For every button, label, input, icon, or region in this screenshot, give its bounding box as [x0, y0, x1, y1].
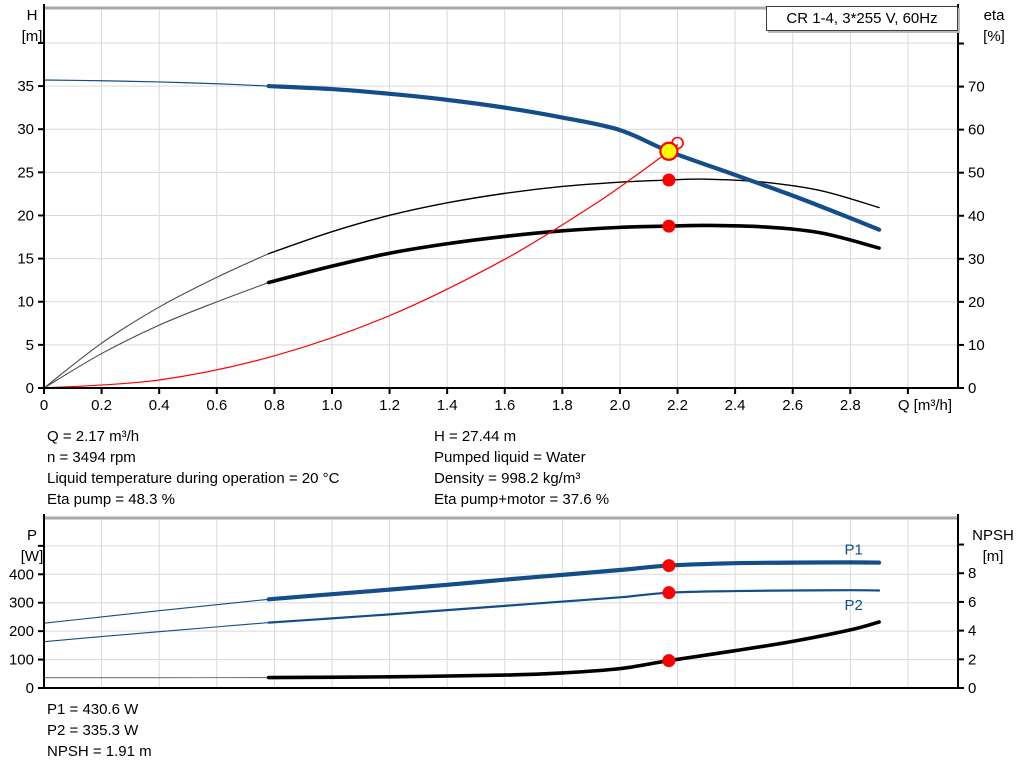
result-block-bottom: P1 = 430.6 W P2 = 335.3 W NPSH = 1.91 m: [47, 699, 152, 762]
h-axis-name: H: [26, 7, 38, 24]
h-axis-unit: [m]: [21, 28, 43, 45]
curve-p2: [267, 589, 881, 624]
duty-point[interactable]: [659, 141, 679, 161]
curve-p1: [266, 560, 882, 602]
left-axis-tick-label: 5: [26, 337, 34, 354]
right-axis-tick-label: 40: [968, 208, 985, 225]
curve-eta-pump-motor: [266, 223, 881, 285]
q-axis-label: Q [m³/h]: [897, 397, 952, 414]
left-axis-tick-label: 10: [17, 294, 34, 311]
result-liquid-temp: Liquid temperature during operation = 20…: [47, 470, 340, 487]
p1-point: [662, 559, 676, 573]
p2-curve-label: P2: [845, 597, 863, 614]
curve-head: [266, 83, 882, 232]
curve-npsh: [266, 620, 881, 680]
h-axis-title: H [m]: [12, 5, 52, 47]
right-axis-tick-label: 60: [968, 122, 985, 139]
curve-system-curve: [43, 144, 679, 389]
curve-eta-pump-low: [43, 253, 270, 389]
x-axis-tick-label: 2.4: [725, 397, 746, 414]
x-axis-tick-label: 1.0: [322, 397, 343, 414]
right-axis-tick-label: 4: [968, 623, 976, 640]
eta-axis-unit: [%]: [983, 28, 1005, 45]
right-axis-tick-label: 10: [968, 337, 985, 354]
right-axis-tick-label: 50: [968, 165, 985, 182]
x-axis-tick-label: 0.2: [91, 397, 112, 414]
left-axis-tick-label: 35: [17, 78, 34, 95]
curve-p1-low: [43, 598, 270, 624]
result-p2: P2 = 335.3 W: [47, 722, 139, 739]
result-pumped-liquid: Pumped liquid = Water: [434, 449, 586, 466]
eta-pump-motor-point: [662, 219, 676, 233]
x-axis-tick-label: 0: [40, 397, 48, 414]
right-axis-tick-label: 2: [968, 651, 976, 668]
result-eta-pump-motor: Eta pump+motor = 37.6 %: [434, 491, 610, 508]
result-block-right: H = 27.44 m Pumped liquid = Water Densit…: [434, 426, 609, 510]
right-axis-tick-label: 20: [968, 294, 985, 311]
curve-head-low: [43, 79, 270, 87]
eta-axis-name: eta: [983, 7, 1005, 24]
result-density: Density = 998.2 kg/m³: [434, 470, 581, 487]
left-axis-tick-label: 30: [17, 121, 34, 138]
eta-axis-title: eta [%]: [972, 5, 1016, 47]
p1-curve-label: P1: [845, 541, 863, 558]
x-axis-tick-label: 2.2: [667, 397, 688, 414]
left-axis-tick-label: 20: [17, 207, 34, 224]
x-axis-tick-label: 1.2: [379, 397, 400, 414]
p-axis-title: P [W]: [12, 525, 52, 567]
left-axis-tick-label: 0: [26, 380, 34, 397]
x-axis-tick-label: 1.8: [552, 397, 573, 414]
pump-title-box: CR 1-4, 3*255 V, 60Hz: [766, 6, 958, 31]
left-axis-tick-label: 0: [26, 680, 34, 697]
left-axis-tick-label: 300: [9, 595, 34, 612]
npsh-axis-unit: [m]: [982, 548, 1004, 565]
curve-p2-low: [43, 622, 270, 643]
x-axis-tick-label: 2.0: [609, 397, 630, 414]
npsh-axis-title: NPSH [m]: [964, 525, 1022, 567]
right-axis-tick-label: 0: [968, 680, 976, 697]
result-p1: P1 = 430.6 W: [47, 701, 139, 718]
x-axis-tick-label: 1.6: [494, 397, 515, 414]
x-axis-tick-label: 0.6: [206, 397, 227, 414]
left-axis-tick-label: 200: [9, 623, 34, 640]
x-axis-tick-label: 0.8: [264, 397, 285, 414]
x-axis-tick-label: 1.4: [437, 397, 458, 414]
result-eta-pump: Eta pump = 48.3 %: [47, 491, 175, 508]
right-axis-tick-label: 30: [968, 251, 985, 268]
left-axis-tick-label: 400: [9, 566, 34, 583]
p2-point: [662, 586, 676, 600]
x-axis-tick-label: 2.8: [840, 397, 861, 414]
npsh-axis-name: NPSH: [972, 527, 1014, 544]
result-h: H = 27.44 m: [434, 428, 517, 445]
right-axis-tick-label: 6: [968, 594, 976, 611]
x-axis-tick-label: 0.4: [149, 397, 170, 414]
p-axis-unit: [W]: [20, 548, 44, 565]
left-axis-tick-label: 25: [17, 164, 34, 181]
result-speed: n = 3494 rpm: [47, 449, 136, 466]
npsh-point: [662, 654, 676, 668]
eta-pump-point: [662, 173, 676, 187]
p-axis-name: P: [26, 527, 37, 544]
left-axis-tick-label: 100: [9, 652, 34, 669]
x-axis-tick-label: 2.6: [782, 397, 803, 414]
result-q: Q = 2.17 m³/h: [47, 428, 140, 445]
curve-eta-pump-motor-low: [43, 281, 270, 389]
result-npsh: NPSH = 1.91 m: [47, 743, 152, 760]
left-axis-tick-label: 15: [17, 251, 34, 268]
right-axis-tick-label: 8: [968, 565, 976, 582]
result-block-left: Q = 2.17 m³/h n = 3494 rpm Liquid temper…: [47, 426, 339, 510]
right-axis-tick-label: 0: [968, 380, 976, 397]
right-axis-tick-label: 70: [968, 79, 985, 96]
curve-eta-pump: [267, 178, 880, 255]
